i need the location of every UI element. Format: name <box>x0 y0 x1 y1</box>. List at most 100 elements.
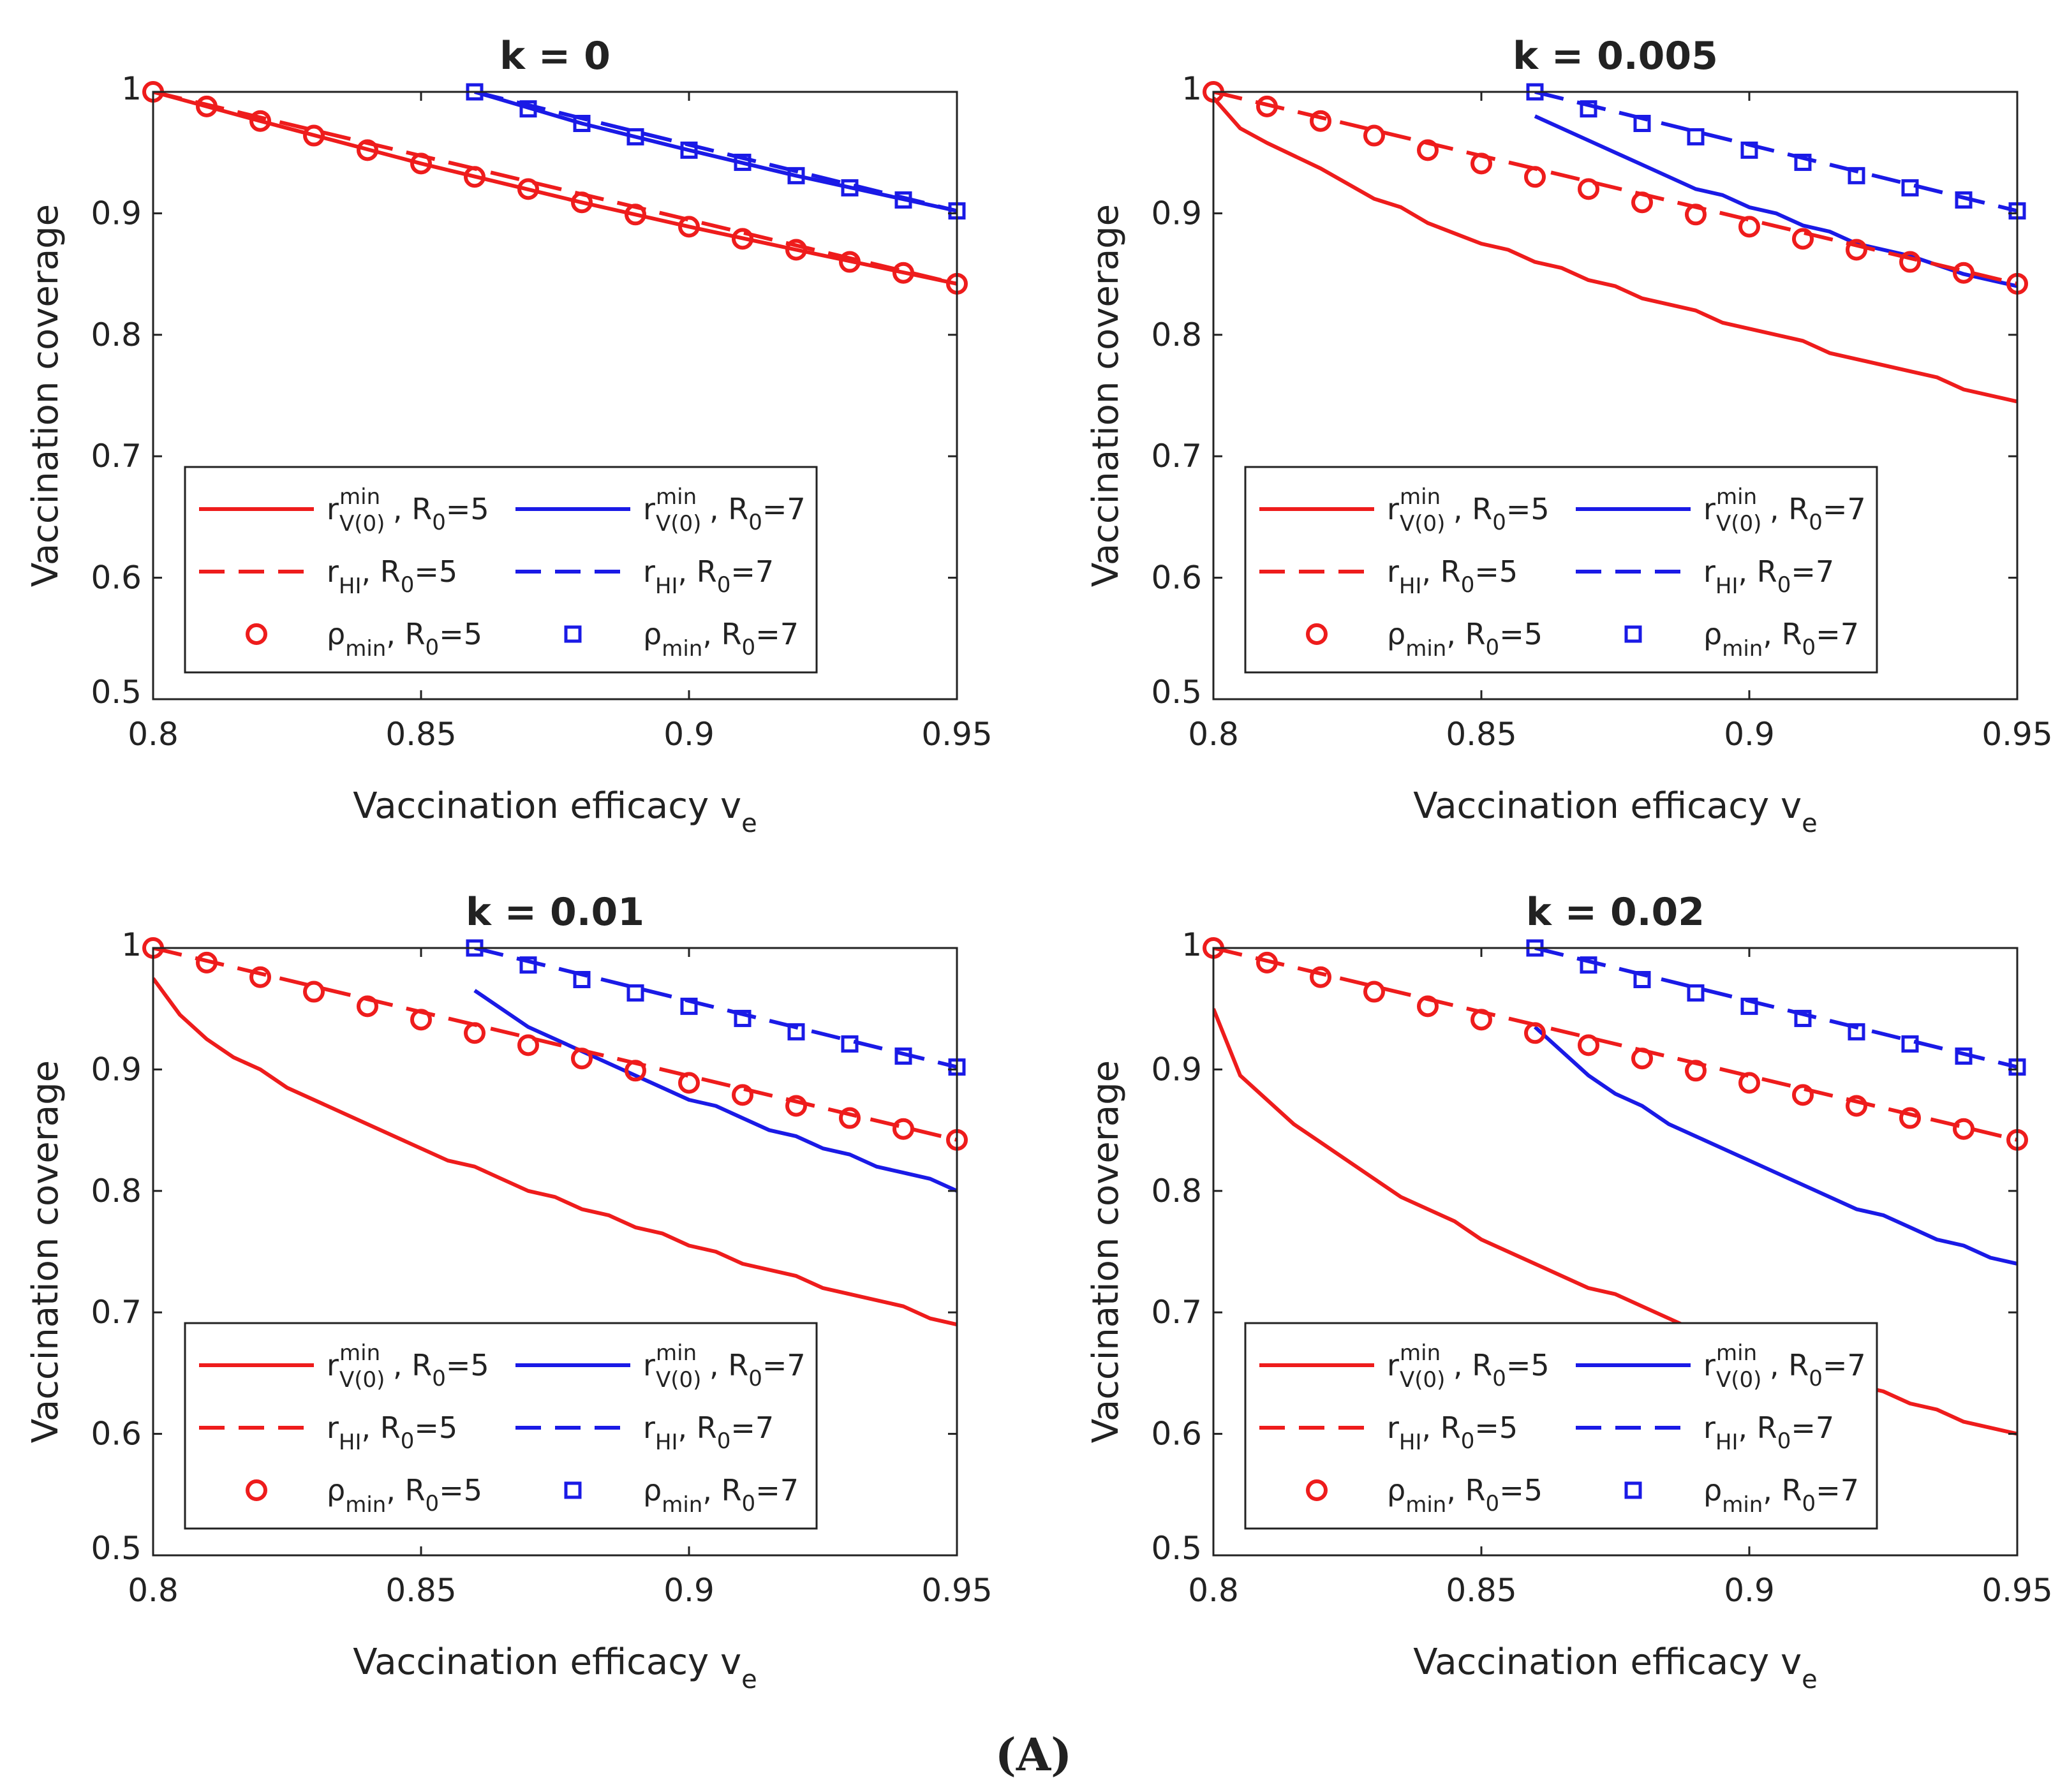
legend-r0-subscript: 0 <box>1492 510 1506 535</box>
legend-r0: , R <box>1763 1473 1802 1507</box>
legend-item: ρmin, R0=5 <box>246 1473 482 1518</box>
legend-r0-value: =7 <box>1791 1411 1834 1445</box>
legend-r0-subscript: 0 <box>1492 1366 1506 1391</box>
legend-item: rHI, R0=7 <box>515 554 774 599</box>
legend-r0-value: =7 <box>755 1473 799 1507</box>
legend-symbol: ρ <box>327 617 345 651</box>
legend-r0-subscript: 0 <box>1777 572 1791 598</box>
y-tick-label: 0.5 <box>1151 674 1202 711</box>
legend-symbol: r <box>327 1348 339 1382</box>
legend-item: rHI, R0=5 <box>1259 554 1518 599</box>
panel-title: k = 0.01 <box>466 890 644 935</box>
legend-symbol: ρ <box>1703 617 1722 651</box>
data-point-square <box>734 1009 752 1027</box>
x-tick-label: 0.8 <box>128 1572 179 1609</box>
legend-r0-subscript: 0 <box>748 510 762 535</box>
data-point-circle <box>1738 1072 1760 1094</box>
plot-frame <box>152 91 958 700</box>
data-point-circle <box>1685 1060 1707 1082</box>
legend-superscript: min <box>1716 1340 1757 1366</box>
legend-r0-value: =7 <box>755 617 799 651</box>
data-point-square <box>1794 1009 1812 1027</box>
data-point-square <box>626 984 644 1002</box>
legend-superscript: min <box>656 484 697 510</box>
data-point-square <box>573 115 591 133</box>
data-point-circle <box>1953 262 1974 284</box>
legend-subscript: V(0) <box>339 511 385 537</box>
legend-label: rmin V(0) , R0=7 <box>1703 484 1866 537</box>
x-tick-label: 0.9 <box>1724 716 1775 753</box>
data-point-circle <box>732 1084 753 1106</box>
y-tick-label: 0.6 <box>91 1416 142 1453</box>
legend-label: rmin V(0) , R0=5 <box>1387 484 1550 537</box>
legend-r0-value: =5 <box>1474 1411 1518 1445</box>
legend-item: rHI, R0=5 <box>1259 1411 1518 1455</box>
legend-label: rHI, R0=7 <box>1703 1411 1834 1455</box>
data-point-circle <box>196 951 218 974</box>
legend-label: ρmin, R0=5 <box>1387 617 1543 662</box>
data-point-circle <box>1899 251 1921 273</box>
legend-r0-subscript: 0 <box>1777 1428 1791 1454</box>
chart-panel-3: k = 0.01 0.8 0.85 0.9 0.95 0.5 0.6 0.7 0.8 0.9 1 Va… <box>25 890 993 1694</box>
data-point-square <box>1580 956 1597 974</box>
y-tick-label: 0.6 <box>1151 1416 1202 1453</box>
legend-r0-value: =5 <box>1506 1348 1550 1382</box>
legend-label: rHI, R0=5 <box>327 554 457 599</box>
legend-subscript: min <box>662 636 702 662</box>
y-axis-label: Vaccination coverage <box>1085 204 1127 587</box>
legend-symbol: ρ <box>327 1473 345 1507</box>
chart-panel-2: k = 0.005 0.8 0.85 0.9 0.95 0.5 0.6 0.7 0.8 0.9 1 V… <box>1085 34 2053 838</box>
data-point-circle <box>1578 178 1599 200</box>
data-point-circle <box>1310 966 1331 988</box>
chart-panel-1: k = 0 0.8 0.85 0.9 0.95 0.5 0.6 0.7 0.8 0.9 1 Vacci… <box>25 34 993 838</box>
data-point-circle <box>464 1022 485 1044</box>
legend-subscript: min <box>1722 1492 1763 1518</box>
data-point-square <box>787 1023 805 1040</box>
data-point-circle <box>732 228 753 250</box>
data-point-circle <box>571 1048 593 1070</box>
legend-r0: , R <box>393 1348 432 1382</box>
data-point-square <box>1687 984 1705 1002</box>
data-point-circle <box>249 110 271 132</box>
x-tick-label: 0.8 <box>1188 1572 1239 1609</box>
legend-item: rmin V(0) , R0=5 <box>1259 484 1550 537</box>
data-point-circle <box>410 1009 432 1031</box>
legend-symbol: r <box>1703 554 1715 589</box>
legend-label: ρmin, R0=7 <box>643 617 799 662</box>
y-axis-label: Vaccination coverage <box>1085 1060 1127 1443</box>
legend-swatch-circle <box>246 1479 267 1501</box>
x-axis-label-sub: e <box>741 1665 757 1694</box>
data-point-circle <box>517 1034 539 1056</box>
data-point-square <box>519 100 537 118</box>
legend-symbol: r <box>643 492 655 526</box>
x-axis-label-main: Vaccination efficacy v <box>353 1641 741 1683</box>
x-tick-label: 0.8 <box>1188 716 1239 753</box>
legend-subscript: V(0) <box>1716 1367 1761 1393</box>
legend-item: rmin V(0) , R0=5 <box>199 1340 489 1393</box>
legend-r0-subscript: 0 <box>717 1428 731 1454</box>
data-point-circle <box>357 995 378 1018</box>
data-point-circle <box>785 1095 807 1117</box>
x-tick-label: 0.95 <box>1982 716 2052 753</box>
x-axis-label-main: Vaccination efficacy v <box>353 785 741 827</box>
legend-r0: , R <box>1738 554 1777 589</box>
data-point-circle <box>1310 110 1331 132</box>
legend-swatch-circle <box>1306 1479 1328 1501</box>
legend-symbol: r <box>1387 1411 1399 1445</box>
x-tick-label: 0.8 <box>128 716 179 753</box>
legend-subscript: V(0) <box>656 1367 701 1393</box>
data-point-circle <box>1738 216 1760 238</box>
legend-label: ρmin, R0=7 <box>1703 1473 1859 1518</box>
legend-r0-subscript: 0 <box>426 1491 440 1516</box>
legend-r0: , R <box>362 1411 401 1445</box>
legend-symbol: ρ <box>643 617 662 651</box>
series-line <box>153 92 957 286</box>
legend-item: rmin V(0) , R0=7 <box>1576 484 1866 537</box>
legend-label: ρmin, R0=7 <box>1703 617 1859 662</box>
data-point-circle <box>1631 1048 1653 1070</box>
legend-superscript: min <box>1400 1340 1441 1366</box>
legend-symbol: r <box>1703 492 1715 526</box>
series-line <box>1534 114 2017 288</box>
series-line <box>1213 1008 2017 1436</box>
